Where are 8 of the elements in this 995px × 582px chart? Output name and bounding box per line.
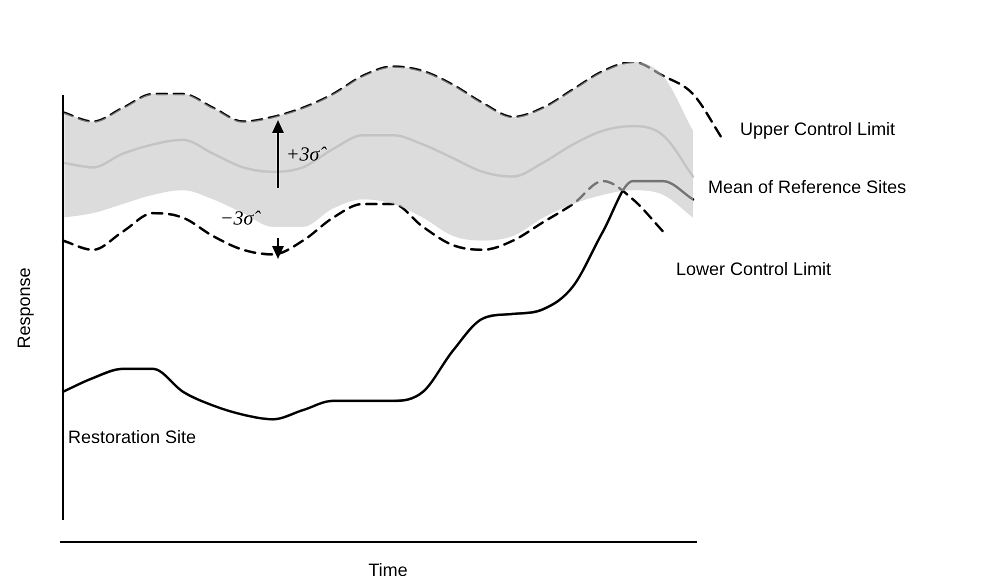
series-label: Upper Control Limit xyxy=(740,118,896,139)
y-axis-title: Response xyxy=(14,267,34,349)
series-label: Lower Control Limit xyxy=(676,258,832,279)
x-axis-title: Time xyxy=(368,560,408,580)
annotation: −3σ̂ xyxy=(220,207,262,230)
series-label: Restoration Site xyxy=(68,426,196,447)
series-label: Mean of Reference Sites xyxy=(708,176,906,197)
annotation: +3σ̂ xyxy=(286,143,328,166)
